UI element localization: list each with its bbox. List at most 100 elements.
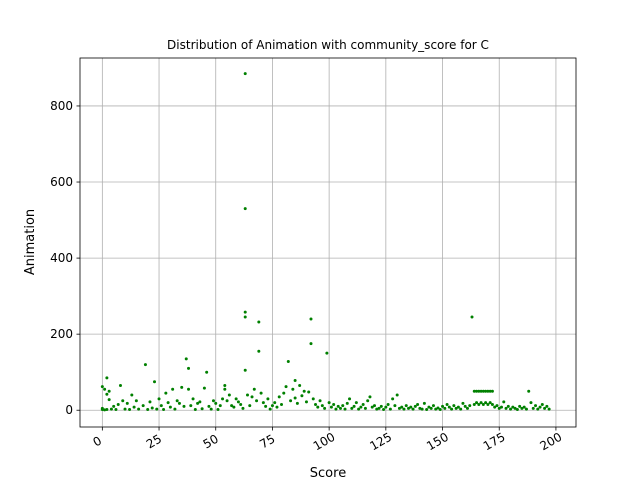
- data-point: [477, 403, 481, 407]
- data-point: [128, 407, 132, 411]
- data-point: [268, 407, 272, 411]
- data-point: [316, 405, 320, 409]
- data-point: [493, 405, 497, 409]
- data-point: [372, 404, 376, 408]
- data-point: [207, 404, 211, 408]
- data-point: [384, 405, 388, 409]
- y-tick-label: 200: [50, 327, 73, 341]
- data-point: [438, 407, 442, 411]
- data-point: [164, 391, 168, 395]
- data-point: [338, 406, 342, 410]
- data-point: [243, 207, 247, 211]
- data-point: [257, 320, 261, 324]
- data-point: [257, 349, 261, 353]
- data-point: [295, 401, 299, 405]
- y-tick-label: 0: [65, 403, 73, 417]
- data-point: [243, 368, 247, 372]
- data-point: [118, 384, 122, 388]
- data-point: [243, 315, 247, 319]
- data-point: [243, 310, 247, 314]
- data-point: [529, 401, 533, 405]
- data-point: [250, 395, 254, 399]
- data-point: [486, 389, 490, 393]
- data-point: [543, 406, 547, 410]
- data-point: [461, 401, 465, 405]
- data-point: [189, 404, 193, 408]
- data-point: [146, 407, 150, 411]
- data-point: [198, 400, 202, 404]
- data-point: [275, 405, 279, 409]
- data-point: [534, 404, 538, 408]
- data-point: [182, 404, 186, 408]
- data-point: [434, 407, 438, 411]
- data-point: [329, 405, 333, 409]
- data-point: [479, 389, 483, 393]
- data-point: [332, 403, 336, 407]
- data-point: [223, 387, 227, 391]
- data-point: [450, 407, 454, 411]
- data-point: [286, 360, 290, 364]
- data-point: [488, 401, 492, 405]
- data-point: [245, 393, 249, 397]
- data-point: [130, 393, 134, 397]
- data-point: [109, 407, 113, 411]
- chart-title: Distribution of Animation with community…: [167, 38, 489, 52]
- data-point: [379, 404, 383, 408]
- data-point: [209, 407, 213, 411]
- data-point: [545, 404, 549, 408]
- data-point: [187, 387, 191, 391]
- x-tick-label: 50: [201, 432, 221, 452]
- data-point: [175, 399, 179, 403]
- data-point: [173, 407, 177, 411]
- data-point: [520, 406, 524, 410]
- data-point: [216, 407, 220, 411]
- data-point: [495, 404, 499, 408]
- data-point: [418, 406, 422, 410]
- data-point: [200, 407, 204, 411]
- data-point: [431, 404, 435, 408]
- data-point: [336, 404, 340, 408]
- data-point: [479, 401, 483, 405]
- data-point: [411, 407, 415, 411]
- data-point: [341, 404, 345, 408]
- data-point: [452, 404, 456, 408]
- data-point: [177, 401, 181, 405]
- data-point: [397, 406, 401, 410]
- data-point: [125, 401, 129, 405]
- data-point: [289, 399, 293, 403]
- data-point: [463, 404, 467, 408]
- x-tick-label: 25: [144, 432, 164, 452]
- data-point: [459, 407, 463, 411]
- data-point: [270, 404, 274, 408]
- data-point: [264, 404, 268, 408]
- data-point: [352, 404, 356, 408]
- data-point: [513, 406, 517, 410]
- data-point: [427, 405, 431, 409]
- data-point: [211, 399, 215, 403]
- data-point: [375, 407, 379, 411]
- data-point: [361, 403, 365, 407]
- data-point: [486, 403, 490, 407]
- data-point: [230, 404, 234, 408]
- data-point: [443, 406, 447, 410]
- data-point: [252, 387, 256, 391]
- data-point: [407, 406, 411, 410]
- data-point: [241, 406, 245, 410]
- data-point: [377, 406, 381, 410]
- data-point: [357, 407, 361, 411]
- data-point: [506, 404, 510, 408]
- grid-layer: [80, 58, 576, 427]
- data-point: [345, 401, 349, 405]
- data-point: [515, 407, 519, 411]
- data-point: [132, 405, 136, 409]
- data-point: [311, 397, 315, 401]
- data-point: [334, 407, 338, 411]
- data-point: [547, 407, 551, 411]
- data-point: [382, 407, 386, 411]
- data-point: [536, 407, 540, 411]
- data-point: [159, 404, 163, 408]
- data-point: [348, 397, 352, 401]
- data-point: [205, 370, 209, 374]
- data-point: [137, 407, 141, 411]
